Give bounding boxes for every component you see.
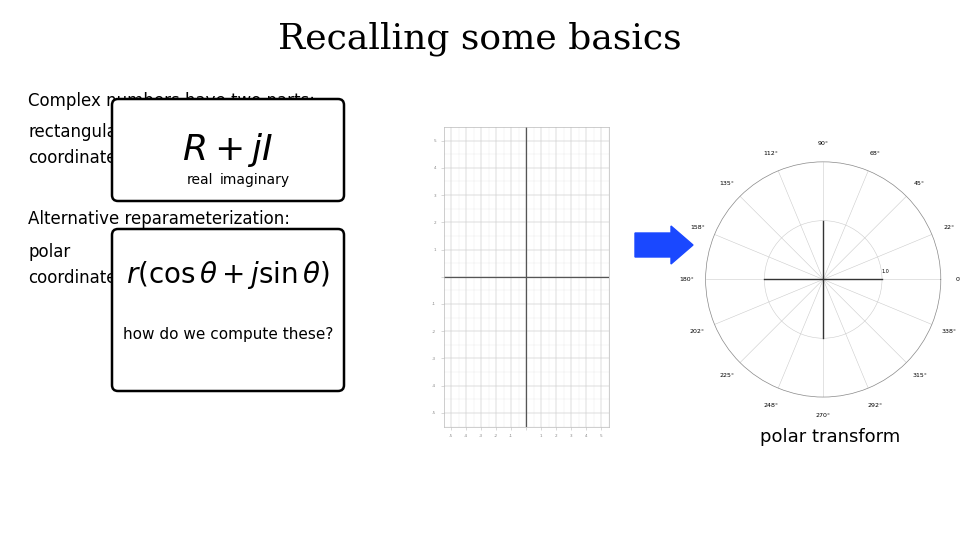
Text: how do we compute these?: how do we compute these?	[123, 327, 333, 342]
Text: Recalling some basics: Recalling some basics	[278, 22, 682, 57]
Text: polar transform: polar transform	[760, 428, 900, 446]
Text: $r(\cos\theta + j\sin\theta)$: $r(\cos\theta + j\sin\theta)$	[126, 259, 330, 291]
FancyBboxPatch shape	[112, 229, 344, 391]
Text: $R + jI$: $R + jI$	[182, 131, 274, 169]
FancyBboxPatch shape	[112, 99, 344, 201]
FancyArrow shape	[635, 226, 693, 264]
Text: imaginary: imaginary	[220, 173, 290, 187]
Text: real: real	[187, 173, 213, 187]
Text: Alternative reparameterization:: Alternative reparameterization:	[28, 210, 290, 228]
Text: Complex numbers have two parts:: Complex numbers have two parts:	[28, 92, 315, 110]
Text: rectangular
coordinates: rectangular coordinates	[28, 123, 125, 167]
Text: polar
coordinates: polar coordinates	[28, 243, 125, 287]
